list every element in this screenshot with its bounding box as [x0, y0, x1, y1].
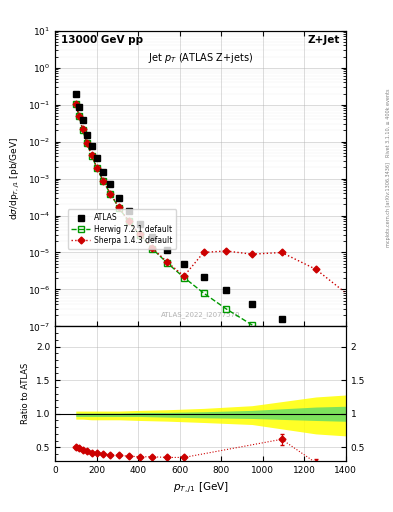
ATLAS [165, 247, 169, 253]
Sherpa 1.4.3 default [101, 178, 106, 184]
Herwig 7.2.1 default [150, 246, 155, 252]
Text: mcplots.cern.ch [arXiv:1306.3436]: mcplots.cern.ch [arXiv:1306.3436] [386, 162, 391, 247]
Herwig 7.2.1 default [126, 218, 131, 224]
Sherpa 1.4.3 default [77, 113, 81, 119]
Sherpa 1.4.3 default [224, 248, 228, 254]
Sherpa 1.4.3 default [279, 249, 284, 255]
ATLAS [314, 330, 318, 336]
ATLAS [73, 91, 78, 97]
Sherpa 1.4.3 default [353, 297, 358, 304]
Text: Rivet 3.1.10, ≥ 400k events: Rivet 3.1.10, ≥ 400k events [386, 89, 391, 157]
Sherpa 1.4.3 default [73, 101, 78, 107]
Sherpa 1.4.3 default [138, 231, 142, 238]
Herwig 7.2.1 default [89, 153, 94, 159]
Y-axis label: Ratio to ATLAS: Ratio to ATLAS [21, 363, 30, 424]
X-axis label: $p_{T,j1}$ [GeV]: $p_{T,j1}$ [GeV] [173, 480, 228, 495]
Sherpa 1.4.3 default [165, 259, 169, 265]
ATLAS [224, 287, 228, 293]
Herwig 7.2.1 default [224, 306, 228, 312]
Herwig 7.2.1 default [201, 290, 206, 296]
ATLAS [77, 104, 81, 110]
Text: Jet $p_T$ (ATLAS Z+jets): Jet $p_T$ (ATLAS Z+jets) [148, 51, 253, 66]
Sherpa 1.4.3 default [108, 190, 113, 197]
ATLAS [138, 221, 142, 227]
Sherpa 1.4.3 default [89, 152, 94, 158]
Sherpa 1.4.3 default [117, 204, 121, 210]
ATLAS [126, 208, 131, 214]
Herwig 7.2.1 default [182, 274, 186, 281]
Herwig 7.2.1 default [138, 232, 142, 238]
Herwig 7.2.1 default [314, 357, 318, 364]
Text: 13000 GeV pp: 13000 GeV pp [61, 35, 143, 45]
ATLAS [250, 301, 254, 307]
Herwig 7.2.1 default [77, 113, 81, 119]
ATLAS [117, 195, 121, 201]
Herwig 7.2.1 default [80, 126, 85, 133]
Text: Z+Jet: Z+Jet [308, 35, 340, 45]
Line: Sherpa 1.4.3 default: Sherpa 1.4.3 default [73, 101, 358, 303]
Line: ATLAS: ATLAS [73, 91, 358, 367]
Legend: ATLAS, Herwig 7.2.1 default, Sherpa 1.4.3 default: ATLAS, Herwig 7.2.1 default, Sherpa 1.4.… [68, 209, 176, 249]
ATLAS [353, 360, 358, 367]
Y-axis label: d$\sigma$/dp$_{T,j1}$ [pb/GeV]: d$\sigma$/dp$_{T,j1}$ [pb/GeV] [9, 137, 22, 220]
ATLAS [182, 261, 186, 267]
ATLAS [279, 316, 284, 322]
Sherpa 1.4.3 default [126, 218, 131, 224]
Sherpa 1.4.3 default [250, 251, 254, 257]
ATLAS [89, 143, 94, 150]
ATLAS [84, 132, 89, 138]
ATLAS [201, 274, 206, 280]
Herwig 7.2.1 default [250, 322, 254, 328]
ATLAS [108, 181, 113, 187]
Herwig 7.2.1 default [108, 191, 113, 197]
Text: ATLAS_2022_I2077570: ATLAS_2022_I2077570 [161, 311, 240, 317]
Herwig 7.2.1 default [117, 205, 121, 211]
Herwig 7.2.1 default [165, 260, 169, 266]
Sherpa 1.4.3 default [314, 266, 318, 272]
Sherpa 1.4.3 default [95, 165, 99, 171]
Sherpa 1.4.3 default [201, 249, 206, 255]
ATLAS [150, 234, 155, 240]
Sherpa 1.4.3 default [182, 273, 186, 279]
Herwig 7.2.1 default [84, 140, 89, 146]
Sherpa 1.4.3 default [150, 245, 155, 251]
ATLAS [80, 117, 85, 123]
Herwig 7.2.1 default [73, 101, 78, 107]
Herwig 7.2.1 default [353, 379, 358, 386]
ATLAS [95, 155, 99, 161]
Sherpa 1.4.3 default [84, 140, 89, 146]
Herwig 7.2.1 default [101, 178, 106, 184]
Herwig 7.2.1 default [95, 165, 99, 172]
Herwig 7.2.1 default [279, 339, 284, 345]
Sherpa 1.4.3 default [80, 126, 85, 133]
Line: Herwig 7.2.1 default: Herwig 7.2.1 default [73, 101, 358, 386]
ATLAS [101, 169, 106, 175]
